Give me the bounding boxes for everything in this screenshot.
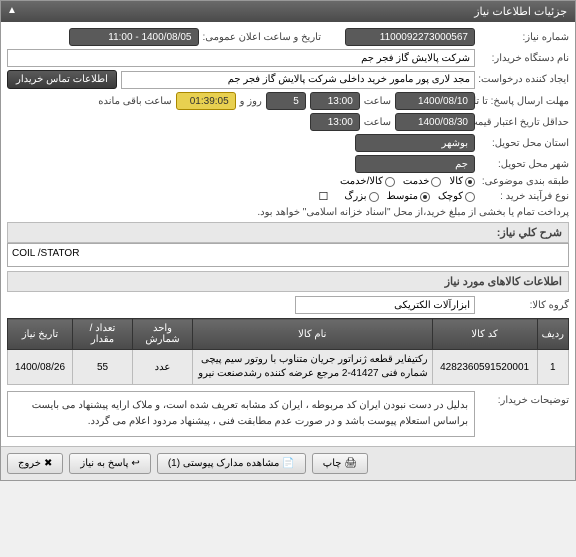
classification-label: طبقه بندی موضوعی: bbox=[479, 176, 569, 187]
print-button[interactable]: 🖨چاپ bbox=[312, 453, 368, 474]
panel-title: جزئیات اطلاعات نیاز bbox=[474, 6, 567, 18]
countdown-days: 5 bbox=[266, 92, 306, 110]
deadline-label: مهلت ارسال پاسخ: تا تاریخ: bbox=[479, 96, 569, 107]
cell-name: رکتیفایر قطعه ژنراتور جریان متناوب با رو… bbox=[193, 350, 433, 385]
th-row: ردیف bbox=[537, 319, 568, 350]
th-name: نام کالا bbox=[193, 319, 433, 350]
announce-label: تاریخ و ساعت اعلان عمومی: bbox=[203, 32, 322, 43]
need-desc-value: COIL /STATOR bbox=[7, 243, 569, 267]
panel-header: جزئیات اطلاعات نیاز ▲ bbox=[1, 1, 575, 22]
exit-button[interactable]: ✖خروج bbox=[7, 453, 63, 474]
price-validity-label: حداقل تاریخ اعتبار قیمت: تا تاریخ: bbox=[479, 117, 569, 128]
price-date: 1400/08/30 bbox=[395, 113, 475, 131]
th-date: تاریخ نیاز bbox=[8, 319, 73, 350]
requester-value: مجد لاری پور مامور خرید داخلی شرکت پالای… bbox=[121, 71, 475, 89]
announce-value: 1400/08/05 - 11:00 bbox=[69, 28, 199, 46]
cell-qty: 55 bbox=[73, 350, 133, 385]
items-header: اطلاعات کالاهای مورد نیاز bbox=[7, 271, 569, 292]
th-unit: واحد شمارش bbox=[133, 319, 193, 350]
province-value: بوشهر bbox=[355, 134, 475, 152]
purchase-type-radios: کوچک متوسط بزرگ bbox=[344, 191, 475, 202]
cell-date: 1400/08/26 bbox=[8, 350, 73, 385]
reply-icon: ↩ bbox=[131, 458, 139, 469]
collapse-icon[interactable]: ▲ bbox=[7, 5, 17, 16]
items-table: ردیف کد کالا نام کالا واحد شمارش تعداد /… bbox=[7, 318, 569, 385]
radio-service[interactable]: خدمت bbox=[403, 176, 442, 187]
time-label-2: ساعت bbox=[364, 117, 391, 128]
print-icon: 🖨 bbox=[344, 458, 357, 469]
remaining-label: ساعت باقی مانده bbox=[98, 96, 171, 107]
payment-note: پرداخت تمام یا بخشی از مبلغ خرید،از محل … bbox=[257, 207, 569, 218]
footer-bar: 🖨چاپ 📄مشاهده مدارک پیوستی (1) ↩پاسخ به ن… bbox=[1, 446, 575, 480]
cell-code: 4282360591520001 bbox=[432, 350, 537, 385]
time-label-1: ساعت bbox=[364, 96, 391, 107]
deadline-time: 13:00 bbox=[310, 92, 360, 110]
purchase-type-label: نوع فرآیند خرید : bbox=[479, 191, 569, 202]
price-time: 13:00 bbox=[310, 113, 360, 131]
goods-group-value: ابزارآلات الکتریکی bbox=[295, 296, 475, 314]
city-value: جم bbox=[355, 155, 475, 173]
buyer-org-label: نام دستگاه خریدار: bbox=[479, 53, 569, 64]
radio-both[interactable]: کالا/خدمت bbox=[340, 176, 395, 187]
city-label: شهر محل تحویل: bbox=[479, 159, 569, 170]
th-code: کد کالا bbox=[432, 319, 537, 350]
province-label: استان محل تحویل: bbox=[479, 138, 569, 149]
radio-goods[interactable]: کالا bbox=[449, 176, 475, 187]
buyer-notes-label: توضیحات خریدار: bbox=[479, 391, 569, 406]
radio-large[interactable]: بزرگ bbox=[344, 191, 378, 202]
docs-button[interactable]: 📄مشاهده مدارک پیوستی (1) bbox=[157, 453, 306, 474]
contact-button[interactable]: اطلاعات تماس خریدار bbox=[7, 70, 117, 89]
radio-medium[interactable]: متوسط bbox=[387, 191, 430, 202]
radio-small[interactable]: کوچک bbox=[438, 191, 475, 202]
requester-label: ایجاد کننده درخواست: bbox=[479, 74, 569, 85]
th-qty: تعداد / مقدار bbox=[73, 319, 133, 350]
classification-radios: کالا خدمت کالا/خدمت bbox=[340, 176, 475, 187]
need-no-label: شماره نیاز: bbox=[479, 32, 569, 43]
panel-body: شماره نیاز: 1100092273000567 تاریخ و ساع… bbox=[1, 22, 575, 446]
buyer-notes-value: بدلیل در دست نبودن ایران کد مربوطه ، ایر… bbox=[7, 391, 475, 437]
reply-button[interactable]: ↩پاسخ به نیاز bbox=[69, 453, 150, 474]
need-no-value: 1100092273000567 bbox=[345, 28, 475, 46]
table-row[interactable]: 1 4282360591520001 رکتیفایر قطعه ژنراتور… bbox=[8, 350, 569, 385]
doc-icon: 📄 bbox=[282, 458, 294, 469]
table-header-row: ردیف کد کالا نام کالا واحد شمارش تعداد /… bbox=[8, 319, 569, 350]
cell-idx: 1 bbox=[537, 350, 568, 385]
exit-icon: ✖ bbox=[44, 458, 52, 469]
cell-unit: عدد bbox=[133, 350, 193, 385]
need-desc-header: شرح کلي نیاز: bbox=[7, 222, 569, 243]
goods-group-label: گروه کالا: bbox=[479, 300, 569, 311]
deadline-date: 1400/08/10 bbox=[395, 92, 475, 110]
buyer-org-value: شرکت پالایش گاز فجر جم bbox=[7, 49, 475, 67]
day-label: روز و bbox=[240, 96, 262, 107]
details-panel: جزئیات اطلاعات نیاز ▲ شماره نیاز: 110009… bbox=[0, 0, 576, 481]
countdown-time: 01:39:05 bbox=[176, 92, 236, 110]
payment-checkbox[interactable]: ☐ bbox=[319, 190, 329, 203]
